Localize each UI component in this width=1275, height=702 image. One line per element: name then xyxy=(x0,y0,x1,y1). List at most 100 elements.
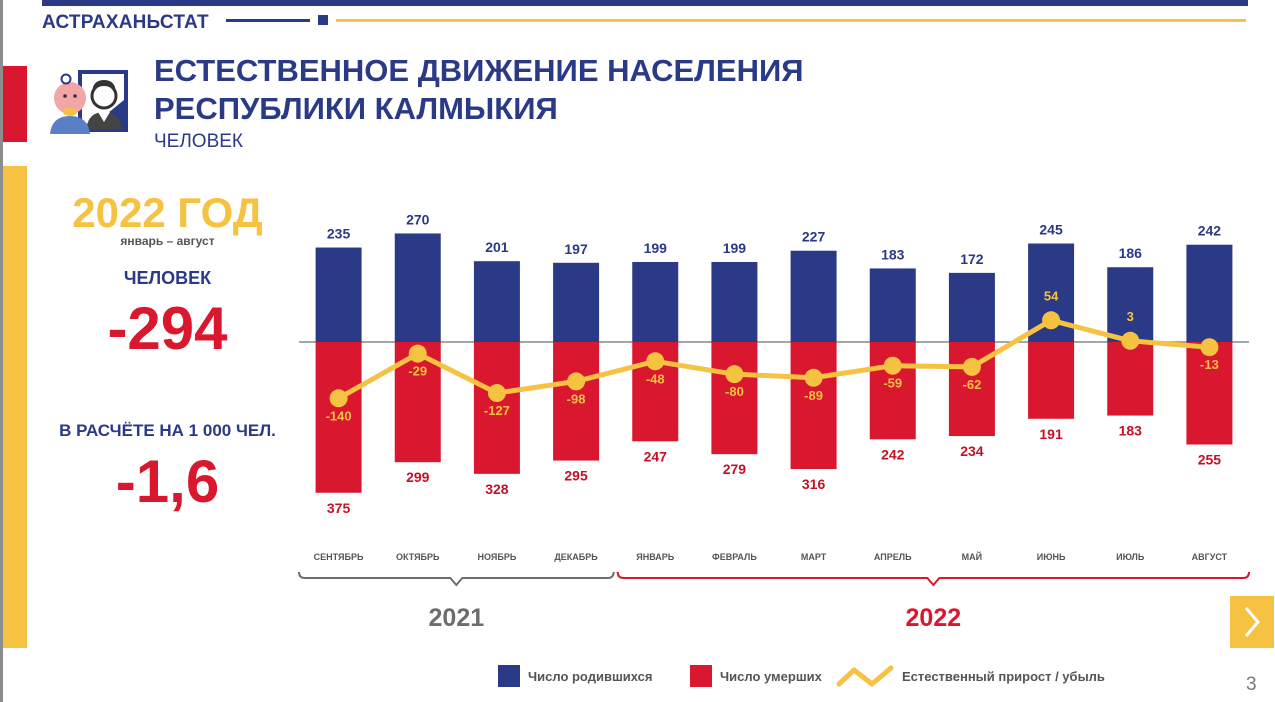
x-tick-label: МАЙ xyxy=(962,551,982,562)
growth-point xyxy=(329,389,348,408)
growth-value-label: -48 xyxy=(646,371,665,386)
death-value-label: 183 xyxy=(1119,423,1143,439)
growth-value-label: -62 xyxy=(963,377,982,392)
growth-value-label: -13 xyxy=(1200,357,1219,372)
left-edge-line xyxy=(0,0,3,702)
summary-people-label: ЧЕЛОВЕК xyxy=(123,268,212,288)
x-tick-label: ЯНВАРЬ xyxy=(636,552,675,562)
death-value-label: 299 xyxy=(406,469,430,485)
death-bar xyxy=(473,342,520,474)
birth-value-label: 227 xyxy=(802,229,826,245)
summary-per1000-label: В РАСЧЁТЕ НА 1 000 ЧЕЛ. xyxy=(59,421,276,440)
growth-value-label: -89 xyxy=(804,388,823,403)
page-number: 3 xyxy=(1246,674,1257,695)
page-title-line1: ЕСТЕСТВЕННОЕ ДВИЖЕНИЕ НАСЕЛЕНИЯ xyxy=(154,53,804,88)
growth-value-label: -29 xyxy=(408,364,427,379)
year-bracket-2022 xyxy=(616,571,1250,587)
birth-value-label: 186 xyxy=(1119,245,1143,261)
family-icon xyxy=(46,70,128,136)
summary-total-value: -294 xyxy=(107,295,228,362)
birth-bar xyxy=(1186,244,1233,342)
death-value-label: 328 xyxy=(485,481,509,497)
x-tick-label: ОКТЯБРЬ xyxy=(396,552,440,562)
birth-value-label: 201 xyxy=(485,239,509,255)
summary-per1000-value: -1,6 xyxy=(115,448,220,515)
header-divider-yellow xyxy=(336,19,1246,22)
x-tick-label: ИЮНЬ xyxy=(1037,552,1066,562)
legend-deaths: Число умерших xyxy=(690,664,822,688)
birth-value-label: 199 xyxy=(644,240,668,256)
growth-value-label: 3 xyxy=(1127,309,1134,324)
growth-point xyxy=(646,352,665,371)
birth-bar xyxy=(553,262,600,342)
growth-value-label: -80 xyxy=(725,384,744,399)
death-value-label: 242 xyxy=(881,446,905,462)
death-bar xyxy=(790,342,837,470)
growth-point xyxy=(883,356,902,375)
birth-value-label: 199 xyxy=(723,240,747,256)
red-side-tab xyxy=(3,66,27,142)
x-tick-label: МАРТ xyxy=(801,552,827,562)
birth-bar xyxy=(711,262,758,342)
birth-value-label: 235 xyxy=(327,226,351,242)
growth-point xyxy=(725,365,744,384)
growth-line xyxy=(336,317,1212,401)
birth-bar xyxy=(948,272,995,342)
growth-value-label: -140 xyxy=(326,408,352,423)
death-value-label: 316 xyxy=(802,476,826,492)
growth-point xyxy=(804,368,823,387)
birth-bar xyxy=(473,261,520,342)
x-tick-label: АПРЕЛЬ xyxy=(874,552,912,562)
death-value-label: 255 xyxy=(1198,452,1222,468)
header-square xyxy=(318,15,328,25)
chevron-right-icon xyxy=(1244,607,1260,637)
legend-deaths-label: Число умерших xyxy=(720,668,822,684)
next-slide-button[interactable] xyxy=(1230,596,1274,648)
x-tick-label: СЕНТЯБРЬ xyxy=(314,552,364,562)
birth-value-label: 245 xyxy=(1039,222,1063,238)
summary-year: 2022 ГОД xyxy=(72,189,263,236)
legend-births-swatch xyxy=(498,665,520,687)
x-tick-label: НОЯБРЬ xyxy=(478,552,517,562)
birth-bar xyxy=(394,233,441,342)
death-bar xyxy=(711,342,758,455)
x-tick-label: ДЕКАБРЬ xyxy=(554,552,598,562)
year-bracket-2021 xyxy=(298,571,615,587)
birth-bar xyxy=(790,250,837,342)
death-bar xyxy=(1028,342,1075,419)
growth-point xyxy=(962,357,981,376)
top-bar xyxy=(42,0,1248,6)
growth-value-label: -127 xyxy=(484,403,510,418)
page-subtitle: ЧЕЛОВЕК xyxy=(154,131,243,152)
growth-value-label: 54 xyxy=(1044,288,1059,303)
legend-growth: Естественный прирост / убыль xyxy=(836,664,1105,688)
x-tick-label: АВГУСТ xyxy=(1192,552,1228,562)
year-group-label: 2022 xyxy=(906,604,962,632)
death-bar xyxy=(553,342,600,461)
death-bar xyxy=(1186,342,1233,445)
birth-value-label: 197 xyxy=(564,241,588,257)
death-value-label: 295 xyxy=(564,468,588,484)
summary-period: январь – август xyxy=(120,234,215,248)
growth-point xyxy=(1200,338,1219,357)
birth-bar xyxy=(1107,267,1154,342)
birth-bar xyxy=(315,247,362,342)
header-divider-blue xyxy=(226,19,310,22)
death-value-label: 375 xyxy=(327,500,351,516)
legend-growth-swatch xyxy=(836,665,894,687)
brand-name: АСТРАХАНЬСТАТ xyxy=(42,12,209,33)
death-bar xyxy=(315,342,362,493)
death-value-label: 279 xyxy=(723,461,747,477)
growth-point xyxy=(408,344,427,363)
yellow-side-tab xyxy=(3,166,27,648)
birth-value-label: 183 xyxy=(881,246,905,262)
death-bar xyxy=(1107,342,1154,416)
growth-point xyxy=(567,372,586,391)
birth-value-label: 270 xyxy=(406,211,430,227)
growth-point xyxy=(487,384,506,403)
year-group-label: 2021 xyxy=(429,604,485,632)
legend-births-label: Число родившихся xyxy=(528,668,653,684)
legend-deaths-swatch xyxy=(690,665,712,687)
death-value-label: 234 xyxy=(960,443,984,459)
